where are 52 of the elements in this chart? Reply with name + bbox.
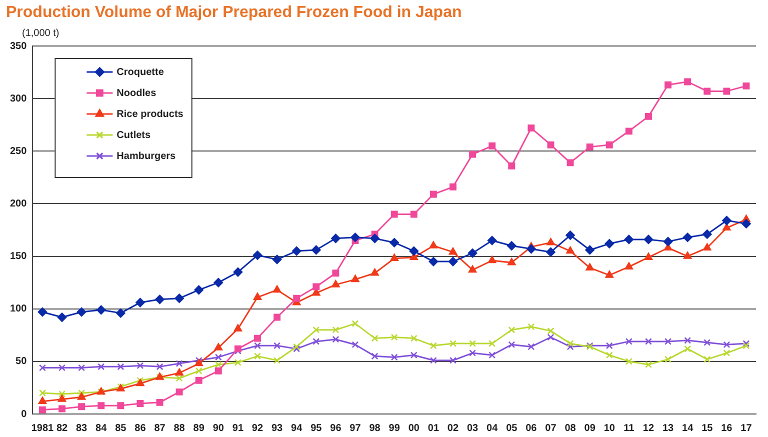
x-tick-label: 05 bbox=[506, 422, 518, 434]
x-tick-label: 83 bbox=[76, 422, 88, 434]
x-tick-label: 82 bbox=[56, 422, 68, 434]
x-tick-label: 09 bbox=[584, 422, 596, 434]
x-tick-label: 84 bbox=[96, 422, 108, 434]
x-tick-label: 01 bbox=[428, 422, 440, 434]
x-tick-label: 93 bbox=[271, 422, 284, 434]
y-tick-label: 200 bbox=[10, 198, 28, 210]
y-tick-label: 100 bbox=[10, 304, 28, 315]
x-tick-label: 14 bbox=[682, 422, 694, 434]
y-tick-label: 150 bbox=[10, 251, 28, 262]
x-tick-label: 10 bbox=[604, 422, 616, 434]
x-tick-label: 94 bbox=[291, 422, 303, 434]
legend-label: Hamburgers bbox=[116, 150, 176, 162]
x-tick-label: 11 bbox=[624, 422, 635, 434]
x-tick-label: 96 bbox=[330, 422, 342, 434]
legend-label: Croquette bbox=[116, 66, 164, 78]
x-tick-label: 1981 bbox=[31, 422, 54, 434]
x-tick-label: 98 bbox=[369, 422, 381, 434]
x-tick-label: 16 bbox=[721, 422, 733, 434]
y-tick-label: 50 bbox=[16, 356, 28, 368]
x-tick-label: 08 bbox=[564, 422, 576, 434]
x-tick-label: 15 bbox=[702, 422, 714, 434]
x-tick-label: 12 bbox=[642, 422, 654, 434]
x-tick-label: 85 bbox=[115, 422, 127, 434]
x-tick-label: 97 bbox=[350, 422, 362, 434]
y-tick-label: 300 bbox=[10, 93, 28, 104]
x-tick-label: 91 bbox=[232, 422, 244, 434]
y-tick-label: 250 bbox=[10, 146, 28, 157]
chart-title: Production Volume of Major Prepared Frozen Food in Japan bbox=[6, 4, 462, 22]
y-tick-label: 350 bbox=[10, 40, 28, 52]
x-tick-label: 86 bbox=[134, 422, 146, 434]
x-tick-label: 00 bbox=[408, 422, 420, 434]
x-tick-label: 02 bbox=[447, 422, 459, 434]
x-tick-label: 99 bbox=[388, 422, 400, 434]
x-tick-label: 88 bbox=[174, 422, 186, 434]
legend-label: Cutlets bbox=[116, 130, 152, 141]
x-tick-label: 90 bbox=[212, 422, 224, 434]
y-tick-label: 0 bbox=[21, 408, 28, 420]
x-tick-label: 87 bbox=[154, 422, 166, 434]
x-tick-label: 07 bbox=[545, 422, 557, 434]
legend-label: Rice products bbox=[116, 108, 184, 120]
x-tick-label: 04 bbox=[486, 422, 498, 434]
y-axis-title: (1,000 t) bbox=[22, 28, 60, 39]
x-tick-label: 03 bbox=[466, 422, 479, 434]
legend-label: Noodles bbox=[116, 88, 157, 99]
x-tick-label: 95 bbox=[310, 422, 322, 434]
x-tick-label: 17 bbox=[740, 422, 752, 434]
x-tick-label: 13 bbox=[662, 422, 674, 434]
x-tick-label: 92 bbox=[252, 422, 264, 434]
x-tick-label: 89 bbox=[193, 422, 205, 434]
x-tick-label: 06 bbox=[526, 422, 538, 434]
